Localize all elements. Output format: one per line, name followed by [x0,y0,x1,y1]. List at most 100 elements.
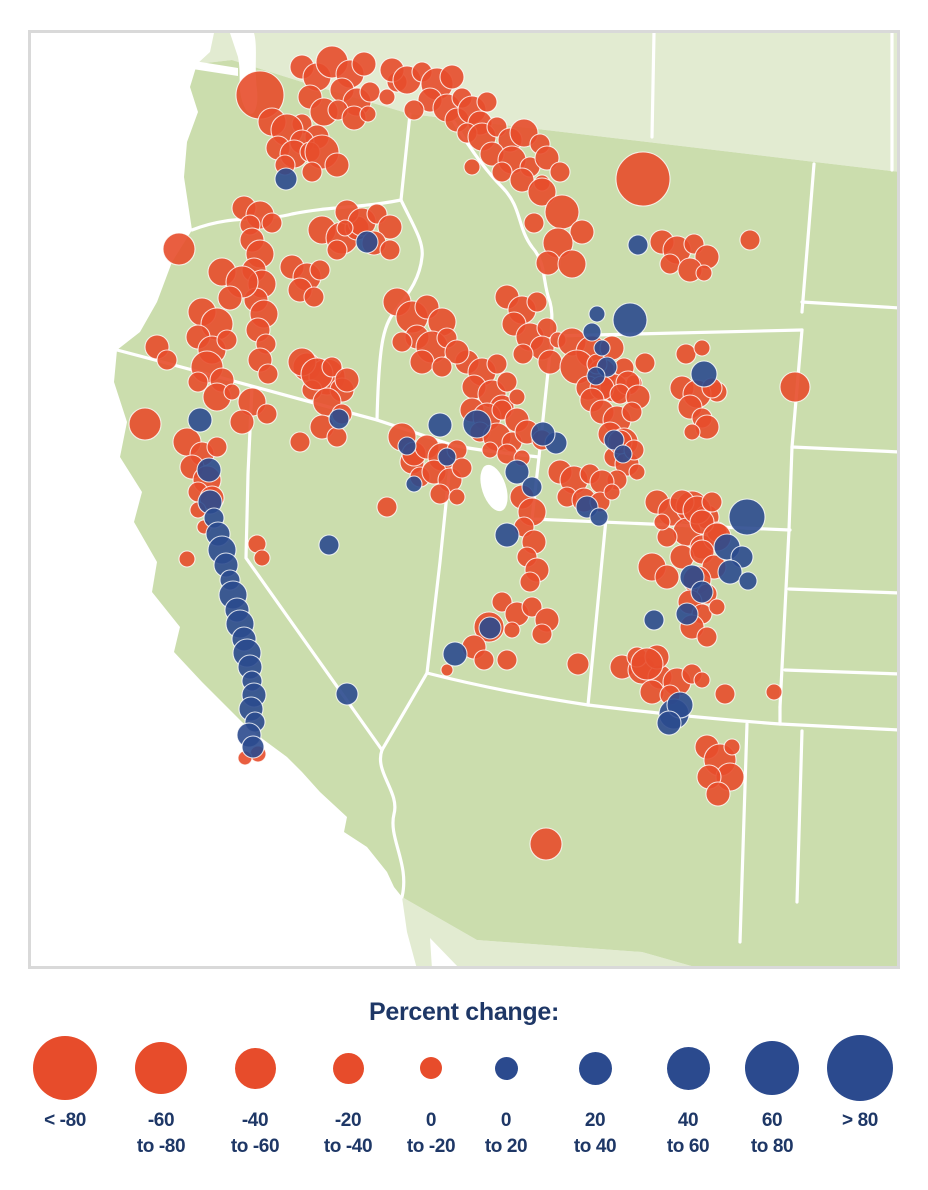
state-border [425,671,590,707]
site-bubble-decrease [162,232,196,266]
site-bubble-increase [187,407,213,433]
site-bubble-decrease [324,152,350,178]
legend-label-line: to 80 [750,1136,794,1157]
site-bubble-increase [355,230,379,254]
legend-label-line: to -20 [406,1136,456,1157]
site-bubble-increase [494,522,520,548]
legend-label: 0 to -20 [383,1108,479,1160]
site-bubble-decrease [229,409,255,435]
legend-label: 60 to 80 [724,1108,820,1160]
site-bubble-decrease [476,91,498,113]
site-bubble-decrease [309,259,331,281]
site-bubble-decrease [523,212,545,234]
site-bubble-decrease [206,436,228,458]
site-bubble-decrease [628,463,646,481]
site-bubble-decrease [379,239,401,261]
site-bubble-decrease [376,496,398,518]
site-bubble-increase [274,167,298,191]
strait-water [186,60,238,76]
site-bubble-increase [530,421,556,447]
legend-swatch-circle [578,1051,612,1085]
legend-item: < -80 [17,990,113,1134]
site-bubble-increase [627,234,649,256]
site-bubble-decrease [326,426,348,448]
state-border [787,587,897,595]
site-bubble-decrease [693,671,711,689]
site-bubble-decrease [531,623,553,645]
legend: Percent change: < -80 -60 to -80 -40 to -60-… [0,990,928,1190]
site-bubble-decrease [473,649,495,671]
site-bubble-decrease [693,339,711,357]
legend-item: 20 to 40 [547,990,643,1160]
site-bubble-decrease [334,367,360,393]
site-bubble-decrease [359,105,377,123]
site-bubble-decrease [708,598,726,616]
legend-title: Percent change: [368,998,559,1026]
site-bubble-decrease [359,81,381,103]
site-bubble-decrease [765,683,783,701]
mexico-land [402,897,692,966]
legend-swatch-circle [827,1035,893,1101]
legend-label-line: 60 [761,1110,783,1131]
site-bubble-decrease [535,250,561,276]
legend-label-line: 0 [500,1110,512,1131]
site-bubble-decrease [439,64,465,90]
state-border [586,703,782,726]
site-bubble-decrease [508,388,526,406]
site-bubble-decrease [440,663,454,677]
site-bubble-decrease [569,219,595,245]
site-bubble-decrease [526,291,548,313]
legend-label: 20 to 40 [547,1108,643,1160]
site-bubble-decrease [557,249,587,279]
site-bubble-decrease [527,177,557,207]
legend-item: -20 to -40 [300,990,396,1160]
site-bubble-decrease [256,403,278,425]
site-bubble-increase [328,408,350,430]
state-border [650,33,656,139]
site-bubble-decrease [549,161,571,183]
legend-swatch-circle [745,1041,799,1095]
site-bubble-decrease [675,343,697,365]
legend-label-line: 0 [425,1110,437,1131]
legend-swatch-circle [420,1057,442,1079]
map-frame [28,30,900,969]
legend-label-line: to 20 [484,1136,528,1157]
site-bubble-increase [589,507,609,527]
site-bubble-decrease [351,51,377,77]
site-bubble-decrease [289,431,311,453]
site-bubble-increase [462,409,492,439]
state-border [738,722,749,944]
site-bubble-decrease [463,158,481,176]
site-bubble-decrease [529,827,563,861]
site-bubble-decrease [451,457,473,479]
site-bubble-decrease [491,161,513,183]
legend-label-line: 40 [677,1110,699,1131]
site-bubble-decrease [521,596,543,618]
site-bubble-decrease [496,649,518,671]
legend-swatch-circle [33,1036,97,1100]
legend-label-line: -40 [241,1110,269,1131]
legend-swatch-circle [234,1047,276,1089]
state-border [778,722,897,732]
site-bubble-increase [442,641,468,667]
legend-item: -40 to -60 [207,990,303,1160]
legend-swatch-circle [666,1046,710,1090]
site-bubble-decrease [217,285,243,311]
legend-label: -60 to -80 [113,1108,209,1160]
legend-label: -40 to -60 [207,1108,303,1160]
site-bubble-decrease [654,564,680,590]
site-bubble-decrease [705,781,731,807]
state-border [399,112,412,202]
site-bubble-decrease [615,151,671,207]
state-border [378,748,406,899]
legend-item: -60 to -80 [113,990,209,1160]
gulf-of-california [430,938,458,966]
legend-label-line: -20 [334,1110,362,1131]
site-bubble-increase [405,475,423,493]
legend-label-line: -60 [147,1110,175,1131]
legend-item: > 80 [812,990,908,1134]
site-bubble-decrease [696,626,718,648]
site-bubble-decrease [739,229,761,251]
legend-label-line: to -40 [323,1136,373,1157]
site-bubble-increase [427,412,453,438]
